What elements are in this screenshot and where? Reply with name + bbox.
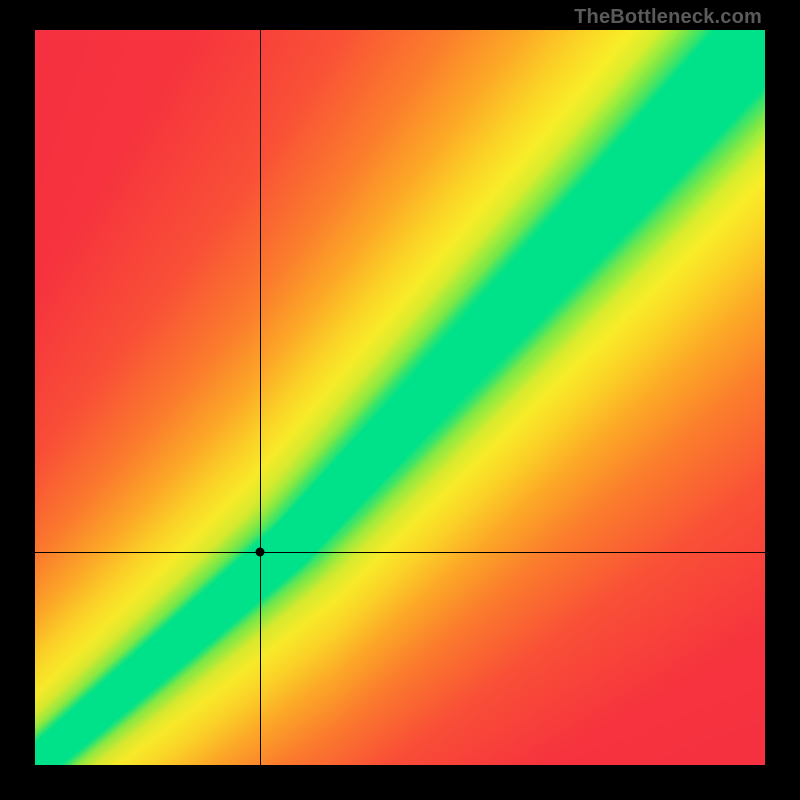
crosshair-marker xyxy=(255,547,264,556)
plot-area xyxy=(35,30,765,765)
crosshair-horizontal xyxy=(35,552,765,553)
crosshair-vertical xyxy=(260,30,261,765)
watermark-text: TheBottleneck.com xyxy=(574,6,762,29)
heatmap-canvas xyxy=(35,30,765,765)
